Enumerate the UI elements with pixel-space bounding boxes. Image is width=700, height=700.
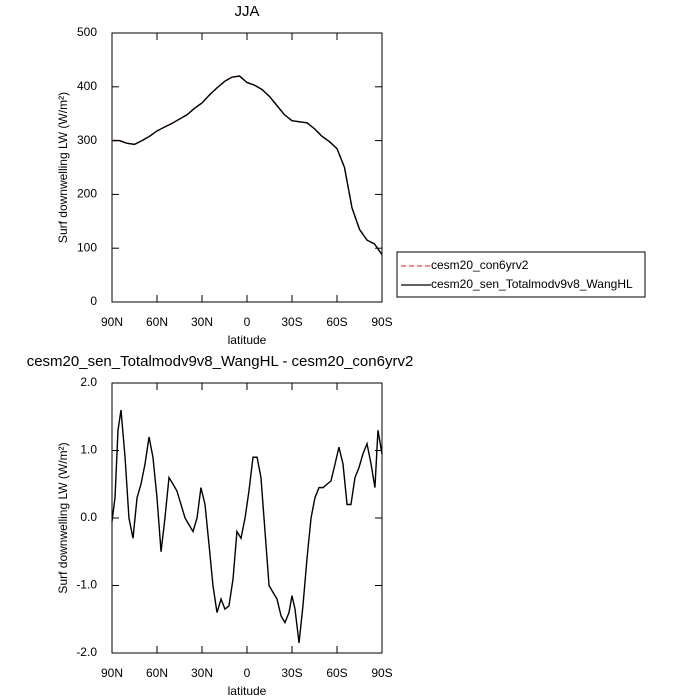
legend-label: cesm20_con6yrv2: [431, 258, 529, 272]
x-tick-label: 30N: [191, 666, 213, 680]
data-line: [111, 409, 383, 643]
legend-label: cesm20_sen_Totalmodv9v8_WangHL: [431, 277, 633, 291]
x-tick-label: 90N: [101, 315, 123, 329]
data-line: [112, 75, 383, 256]
x-tick-label: 90S: [371, 315, 392, 329]
y-tick-label: 500: [77, 25, 97, 39]
plot-frame: [111, 32, 383, 303]
x-tick-label: 90N: [101, 666, 123, 680]
y-axis-label: Surf downwelling LW (W/m²): [56, 92, 70, 243]
x-tick-label: 30S: [281, 315, 302, 329]
x-tick-label: 60S: [326, 666, 347, 680]
y-tick-label: -2.0: [76, 645, 97, 659]
y-tick-label: 300: [77, 133, 97, 147]
x-tick-label: 90S: [371, 666, 392, 680]
x-axis-label: latitude: [228, 333, 267, 347]
x-tick-label: 0: [244, 315, 251, 329]
y-tick-label: 400: [77, 79, 97, 93]
legend-box: [396, 251, 646, 298]
y-tick-label: -1.0: [76, 578, 97, 592]
y-tick-label: 0.0: [80, 510, 97, 524]
x-tick-label: 60S: [326, 315, 347, 329]
x-tick-label: 30S: [281, 666, 302, 680]
y-tick-label: 1.0: [80, 443, 97, 457]
x-tick-label: 0: [244, 666, 251, 680]
y-axis-label: Surf downwelling LW (W/m²): [56, 442, 70, 593]
chart-title: cesm20_sen_Totalmodv9v8_WangHL - cesm20_…: [27, 353, 414, 370]
chart-title: JJA: [234, 3, 259, 20]
y-tick-label: 0: [90, 294, 97, 308]
y-tick-label: 2.0: [80, 375, 97, 389]
x-tick-label: 60N: [146, 666, 168, 680]
plot-frame: [111, 382, 383, 654]
x-tick-label: 30N: [191, 315, 213, 329]
y-tick-label: 200: [77, 187, 97, 201]
x-tick-label: 60N: [146, 315, 168, 329]
x-axis-label: latitude: [228, 684, 267, 698]
data-line: [112, 75, 383, 256]
y-tick-label: 100: [77, 240, 97, 254]
